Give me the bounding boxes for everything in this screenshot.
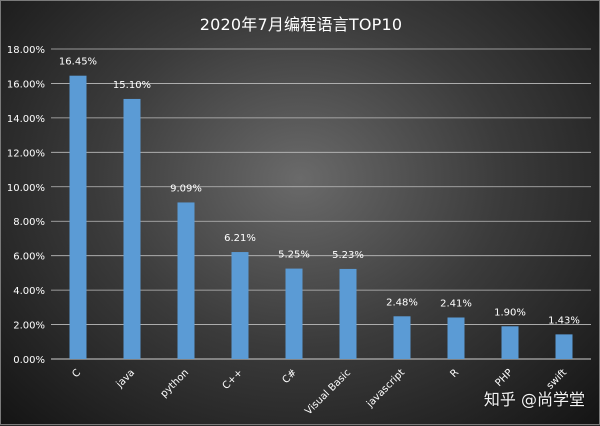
bar xyxy=(285,268,303,359)
category-label: javascript xyxy=(364,367,407,410)
bar xyxy=(339,268,357,359)
bar xyxy=(177,202,195,359)
y-tick-label: 8.00% xyxy=(13,217,45,228)
y-tick-label: 14.00% xyxy=(7,114,45,125)
data-label: 2.41% xyxy=(440,298,472,309)
data-label: 2.48% xyxy=(386,297,418,308)
data-label: 9.09% xyxy=(170,183,202,194)
data-label: 5.25% xyxy=(278,250,310,261)
data-label: 5.23% xyxy=(332,250,364,261)
category-label: C++ xyxy=(221,367,246,392)
chart-title: 2020年7月编程语言TOP10 xyxy=(199,15,403,34)
data-label: 6.21% xyxy=(224,233,256,244)
bar xyxy=(555,334,573,359)
y-tick-label: 2.00% xyxy=(13,321,45,332)
data-label: 1.90% xyxy=(494,307,526,318)
category-label: R xyxy=(448,367,461,380)
bar xyxy=(393,316,411,359)
data-label: 16.45% xyxy=(59,57,97,68)
y-tick-label: 0.00% xyxy=(13,355,45,366)
y-tick-label: 16.00% xyxy=(7,79,45,90)
watermark-text: 知乎 @尚学堂 xyxy=(483,390,585,409)
data-label: 15.10% xyxy=(113,80,151,91)
y-tick-label: 10.00% xyxy=(7,183,45,194)
data-label: 1.43% xyxy=(548,315,580,326)
y-tick-label: 12.00% xyxy=(7,148,45,159)
bar xyxy=(69,75,87,359)
bar xyxy=(447,317,465,359)
bar xyxy=(123,98,141,359)
y-tick-label: 6.00% xyxy=(13,252,45,263)
bar xyxy=(231,252,249,359)
category-label: python xyxy=(159,367,192,400)
category-label: C# xyxy=(280,367,299,386)
y-tick-label: 4.00% xyxy=(13,286,45,297)
category-label: Visual Basic xyxy=(303,367,353,417)
y-tick-label: 18.00% xyxy=(7,45,45,56)
category-label: C xyxy=(70,367,83,380)
category-label: java xyxy=(114,367,137,390)
bar xyxy=(501,326,519,359)
